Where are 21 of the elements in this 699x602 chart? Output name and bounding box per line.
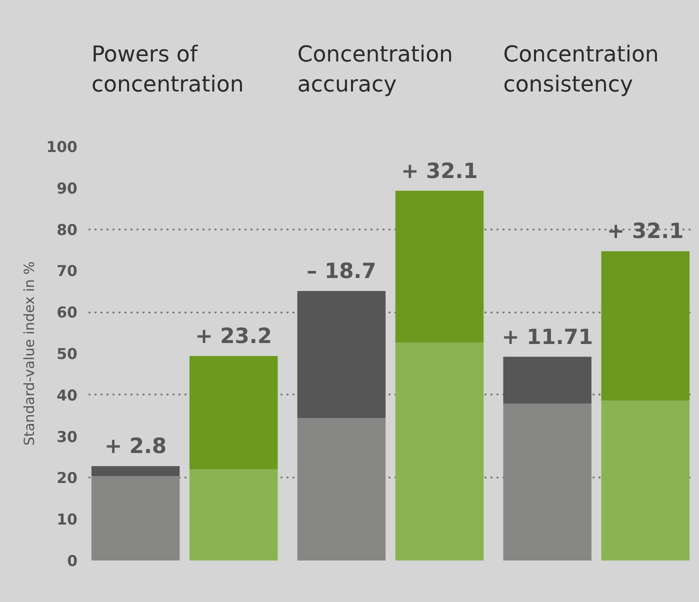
- annotation: – 18.7: [306, 258, 376, 283]
- annotation: + 32.1: [607, 219, 684, 244]
- y-tick-label: 20: [56, 469, 78, 488]
- y-tick-label: 100: [46, 138, 78, 156]
- y-axis-title: Standard-value index in %: [22, 261, 38, 446]
- text: Powers of concentration: [91, 42, 244, 98]
- text: Concentration consistency: [503, 42, 659, 98]
- y-tick-label: 70: [56, 262, 78, 280]
- y-tick-label: 60: [56, 304, 78, 322]
- y-tick-label: 0: [67, 552, 78, 570]
- y-tick-label: 90: [56, 179, 78, 198]
- y-tick-label: 30: [56, 428, 78, 446]
- annotation: + 23.2: [195, 324, 272, 348]
- y-tick-label: 80: [56, 220, 78, 239]
- annotation: + 11.71: [502, 324, 594, 349]
- y-tick-label: 50: [56, 345, 78, 363]
- annotation: + 32.1: [401, 158, 478, 183]
- y-tick-label: 40: [56, 386, 78, 404]
- text: Concentration accuracy: [297, 42, 453, 98]
- y-tick-label: 10: [56, 510, 78, 529]
- annotation: + 2.8: [104, 434, 167, 458]
